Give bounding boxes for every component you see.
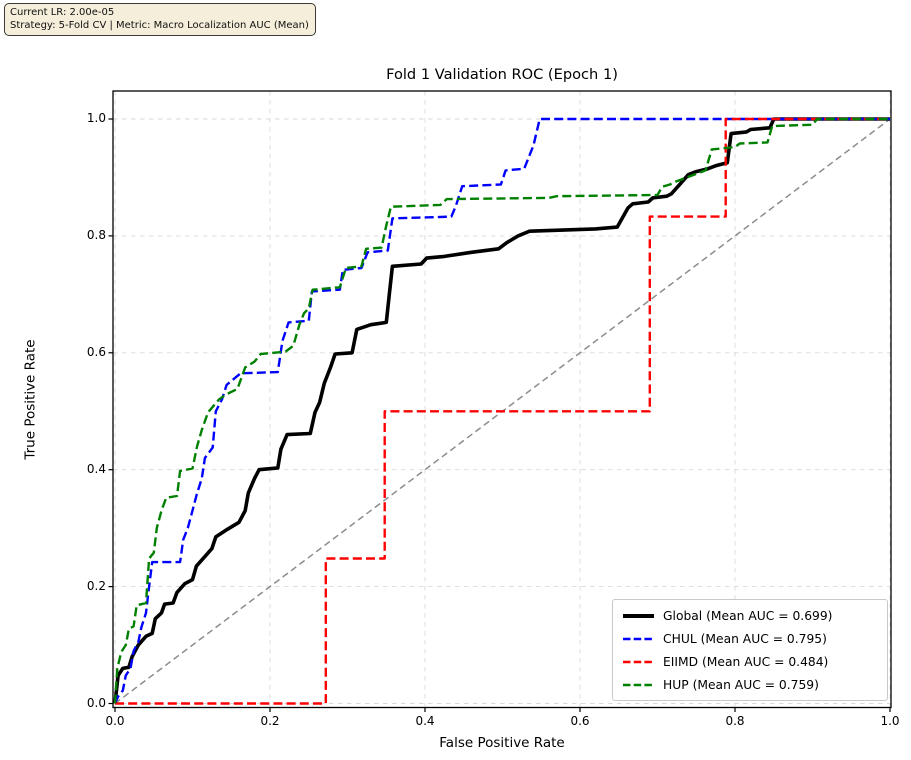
x-tick-label-0.2: 0.2	[260, 714, 280, 728]
chart-title: Fold 1 Validation ROC (Epoch 1)	[386, 66, 618, 83]
legend: Global (Mean AUC = 0.699) CHUL (Mean AUC …	[612, 599, 888, 701]
y-axis-label: True Positive Rate	[22, 339, 39, 460]
curve-global	[113, 117, 890, 704]
legend-label-eiimd: EIIMD (Mean AUC = 0.484)	[663, 654, 829, 669]
y-tick-label-1.0: 1.0	[86, 111, 106, 125]
x-tick-label-0.8: 0.8	[725, 714, 745, 728]
tick-marks	[108, 118, 891, 712]
info-line-lr: Current LR: 2.00e-05	[10, 7, 115, 18]
y-tick-label-0.0: 0.0	[86, 695, 106, 710]
x-axis-label: False Positive Rate	[439, 735, 565, 751]
legend-line-sample-chul	[623, 637, 654, 641]
legend-label-hup: HUP (Mean AUC = 0.759)	[663, 677, 819, 692]
curve-eiimd	[115, 117, 890, 705]
x-tick-label-0.6: 0.6	[570, 714, 590, 728]
y-tick-label-0.4: 0.4	[86, 461, 106, 476]
info-line-strategy: Strategy: 5-Fold CV | Metric: Macro Loca…	[10, 20, 309, 32]
legend-item-eiimd: EIIMD (Mean AUC = 0.484)	[622, 651, 879, 673]
curve-chul	[113, 117, 890, 704]
legend-item-chul: CHUL (Mean AUC = 0.795)	[622, 628, 879, 650]
y-tick-label-0.2: 0.2	[86, 578, 106, 593]
y-tick-label-0.8: 0.8	[86, 227, 106, 242]
x-tick-label-0.0: 0.0	[105, 714, 125, 728]
legend-item-global: Global (Mean AUC = 0.699)	[622, 605, 879, 627]
legend-line-sample-global	[623, 614, 654, 619]
curve-hup	[113, 117, 890, 704]
y-tick-label-0.6: 0.6	[86, 344, 106, 359]
legend-label-chul: CHUL (Mean AUC = 0.795)	[663, 632, 827, 647]
legend-line-sample-hup	[623, 683, 654, 686]
info-box: Current LR: 2.00e-05 Strategy: 5-Fold CV…	[4, 3, 316, 37]
legend-item-hup: HUP (Mean AUC = 0.759)	[622, 674, 879, 696]
x-tick-label-0.4: 0.4	[415, 714, 435, 728]
axes-frame	[112, 90, 892, 709]
legend-label-global: Global (Mean AUC = 0.699)	[663, 609, 833, 624]
x-tick-label-1.0: 1.0	[880, 714, 900, 728]
legend-line-sample-eiimd	[623, 660, 654, 664]
